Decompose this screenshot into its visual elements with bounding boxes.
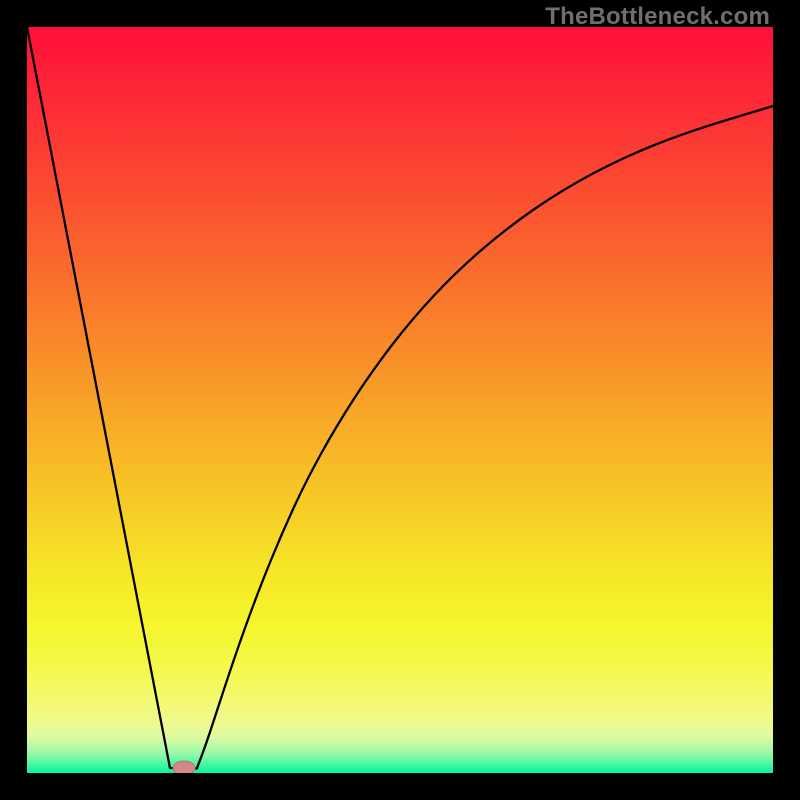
curve-layer <box>27 27 773 773</box>
watermark-text: TheBottleneck.com <box>545 3 770 31</box>
outer-frame: TheBottleneck.com <box>0 0 800 800</box>
bottleneck-curve <box>27 27 773 769</box>
minimum-marker <box>173 761 195 773</box>
plot-area <box>27 27 773 773</box>
